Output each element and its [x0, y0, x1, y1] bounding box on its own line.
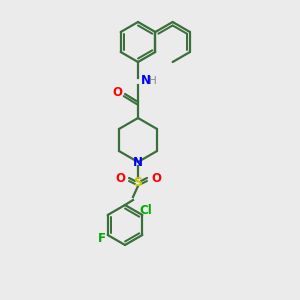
- Text: O: O: [151, 172, 161, 185]
- Text: H: H: [149, 76, 157, 86]
- Text: O: O: [112, 86, 122, 100]
- Text: N: N: [133, 155, 143, 169]
- Text: Cl: Cl: [140, 205, 153, 218]
- Text: O: O: [115, 172, 125, 185]
- Text: F: F: [98, 232, 106, 245]
- Text: N: N: [141, 74, 151, 88]
- Text: S: S: [134, 176, 142, 188]
